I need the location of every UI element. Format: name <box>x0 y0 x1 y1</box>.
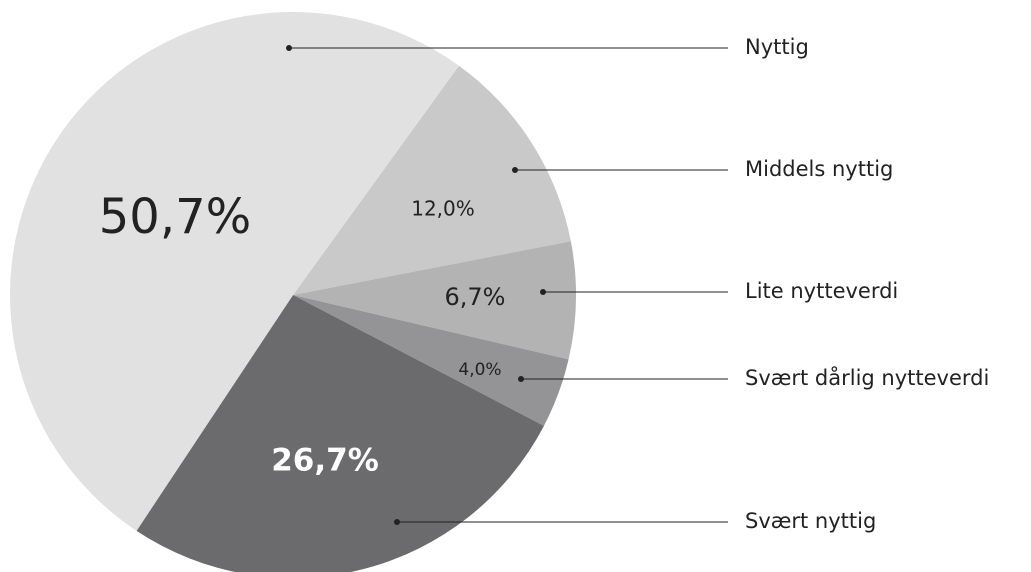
pie-slice <box>293 241 577 360</box>
value-label: 12,0% <box>411 197 475 221</box>
leader-dot <box>512 167 518 173</box>
leader-dot <box>540 289 546 295</box>
legend-label: Middels nyttig <box>745 157 893 181</box>
pie-slice <box>10 12 459 531</box>
pie-slice <box>293 295 569 426</box>
leader-dot <box>518 376 524 382</box>
pie-slice <box>136 295 544 572</box>
leader-dot <box>394 519 400 525</box>
legend-label: Lite nytteverdi <box>745 279 898 303</box>
legend-label: Nyttig <box>745 35 809 59</box>
pie-slice <box>293 65 571 296</box>
leader-dot <box>286 45 292 51</box>
value-label: 26,7% <box>271 443 379 479</box>
legend-label: Svært dårlig nytteverdi <box>745 365 989 390</box>
value-label: 6,7% <box>445 283 506 311</box>
legend-label: Svært nyttig <box>745 509 876 533</box>
value-label: 50,7% <box>99 189 251 245</box>
value-label: 4,0% <box>458 360 501 380</box>
